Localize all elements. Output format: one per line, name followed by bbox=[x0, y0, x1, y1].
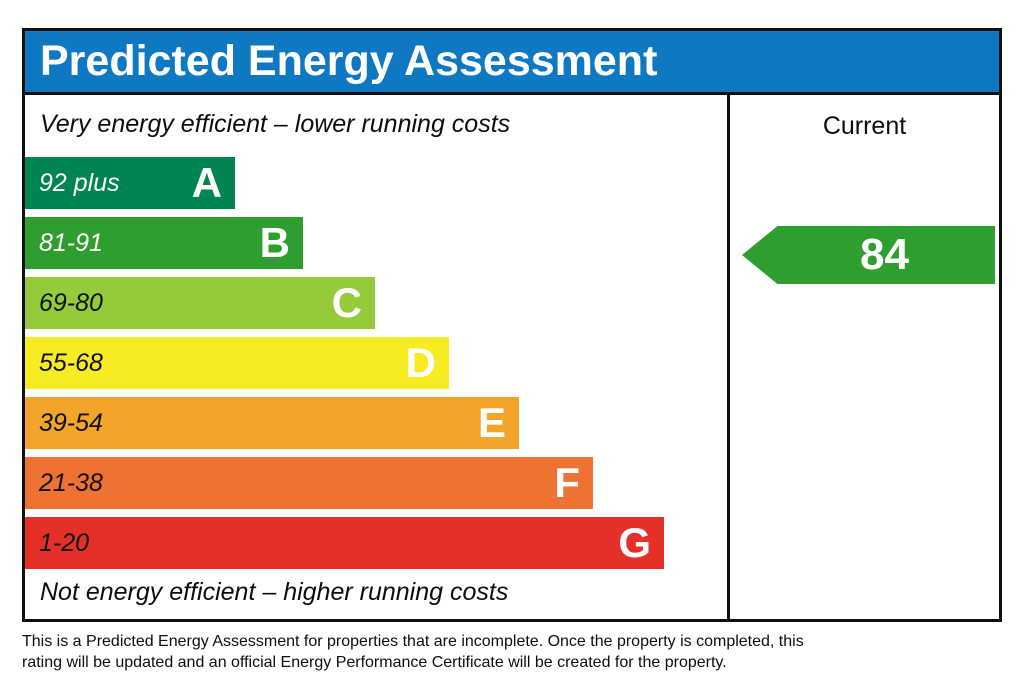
epc-chart-frame: Predicted Energy Assessment Very energy … bbox=[22, 28, 1002, 622]
band-range-label: 21-38 bbox=[39, 468, 103, 497]
band-row: 69-80 C bbox=[25, 277, 727, 329]
band-letter: G bbox=[618, 519, 651, 566]
band-row: 92 plus A bbox=[25, 157, 727, 209]
band-letter: E bbox=[477, 399, 506, 446]
band-bar: 39-54 E bbox=[25, 397, 519, 449]
band-row: 39-54 E bbox=[25, 397, 727, 449]
band-letter: B bbox=[259, 219, 290, 266]
band-range-label: 55-68 bbox=[39, 348, 103, 377]
bands: 92 plus A 81-91 B 69-80 C 55-68 D 39-54 … bbox=[25, 157, 727, 577]
band-row: 55-68 D bbox=[25, 337, 727, 389]
band-range-label: 69-80 bbox=[39, 288, 103, 317]
title-bar: Predicted Energy Assessment bbox=[25, 31, 999, 95]
band-bar: 21-38 F bbox=[25, 457, 593, 509]
band-bar: 55-68 D bbox=[25, 337, 449, 389]
band-letter: C bbox=[331, 279, 362, 326]
band-row: 81-91 B bbox=[25, 217, 727, 269]
epc-body: Very energy efficient – lower running co… bbox=[25, 95, 999, 619]
band-range-label: 92 plus bbox=[39, 168, 120, 197]
band-bar: 69-80 C bbox=[25, 277, 375, 329]
rating-scale-area: Very energy efficient – lower running co… bbox=[25, 95, 730, 619]
top-axis-label: Very energy efficient – lower running co… bbox=[40, 110, 511, 138]
band-letter: A bbox=[191, 159, 222, 206]
footnote-text: This is a Predicted Energy Assessment fo… bbox=[22, 633, 804, 671]
current-rating-column: Current 84 bbox=[730, 95, 999, 619]
current-rating-value: 84 bbox=[860, 230, 909, 279]
band-bar: 92 plus A bbox=[25, 157, 235, 209]
current-rating-arrow: 84 bbox=[742, 226, 995, 284]
band-range-label: 1-20 bbox=[39, 528, 90, 557]
band-letter: D bbox=[405, 339, 436, 386]
band-range-label: 39-54 bbox=[39, 408, 103, 437]
band-letter: F bbox=[554, 459, 580, 506]
band-bar: 81-91 B bbox=[25, 217, 303, 269]
page-title: Predicted Energy Assessment bbox=[40, 37, 658, 85]
band-bar: 1-20 G bbox=[25, 517, 664, 569]
band-row: 1-20 G bbox=[25, 517, 727, 569]
current-column-header: Current bbox=[822, 112, 907, 140]
bottom-axis-label: Not energy efficient – higher running co… bbox=[40, 578, 509, 606]
band-row: 21-38 F bbox=[25, 457, 727, 509]
band-range-label: 81-91 bbox=[39, 228, 103, 257]
